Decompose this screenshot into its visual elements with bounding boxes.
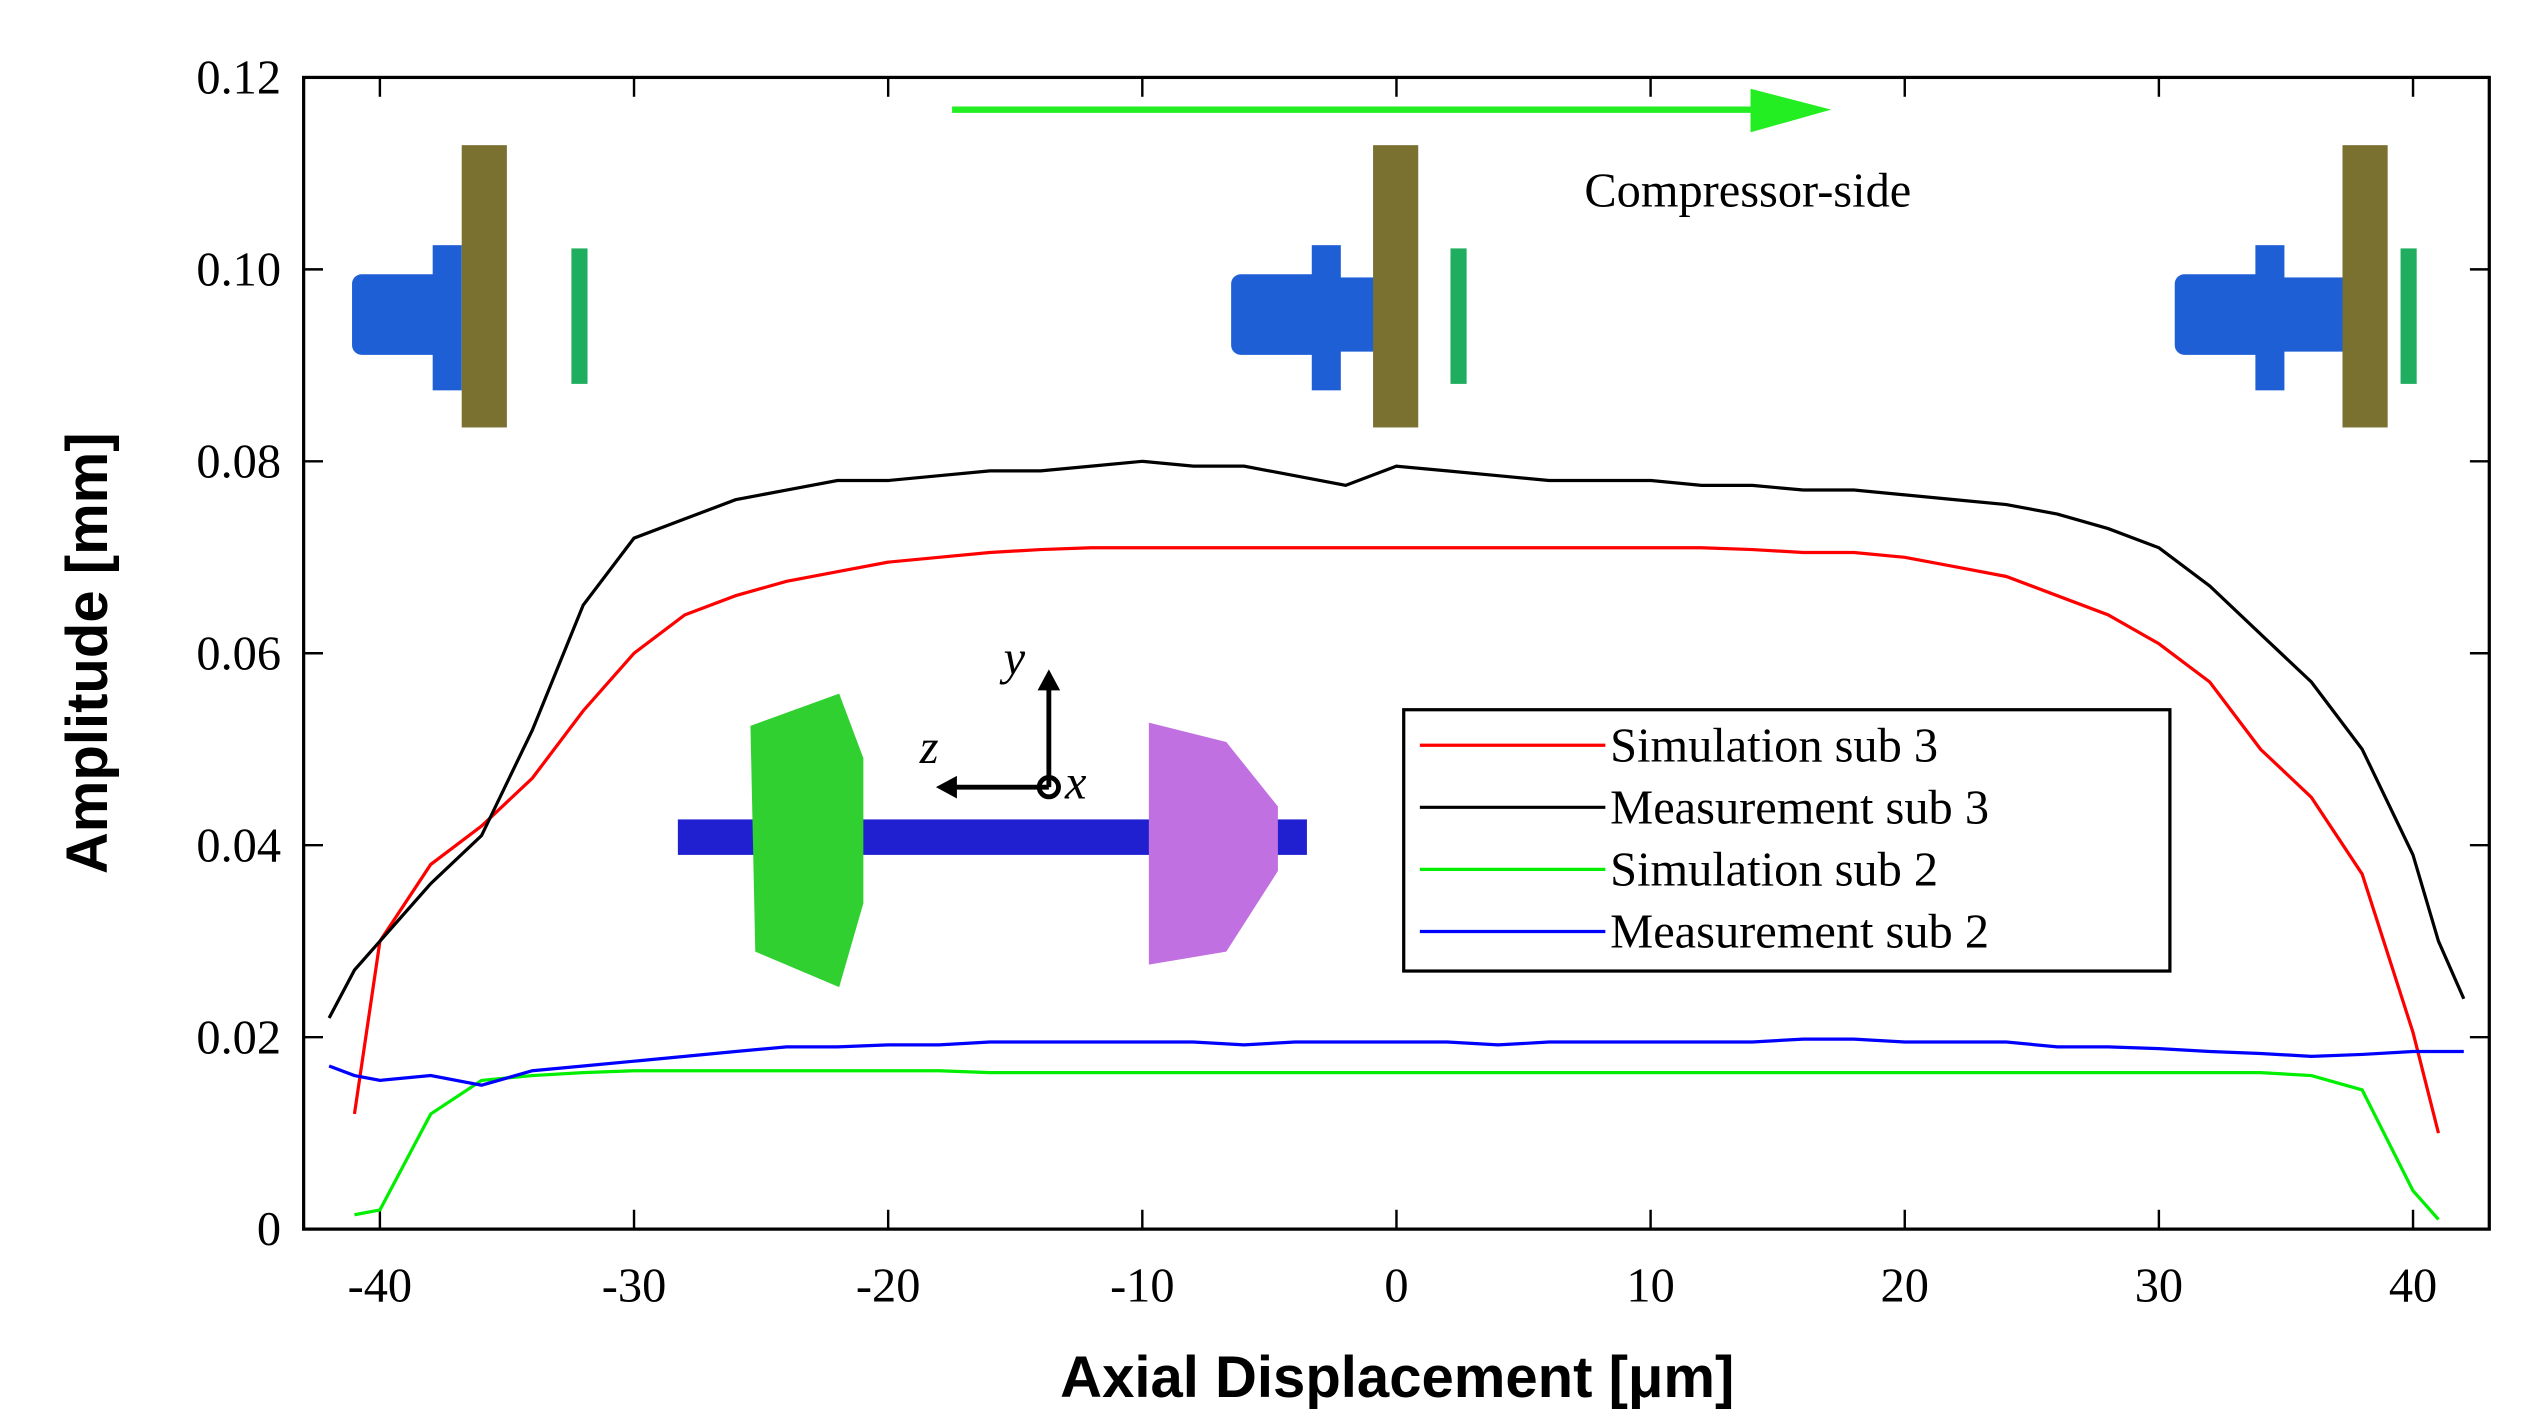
y-tick-label: 0.12 bbox=[196, 52, 281, 105]
bearing-icon bbox=[1231, 145, 1467, 427]
annotation: y bbox=[999, 632, 1026, 685]
legend-label: Measurement sub 2 bbox=[1610, 906, 1989, 959]
y-tick-label: 0.04 bbox=[196, 819, 281, 872]
y-tick-label: 0.02 bbox=[196, 1011, 281, 1064]
legend-label: Simulation sub 2 bbox=[1610, 844, 1938, 897]
y-tick-label: 0.08 bbox=[196, 435, 281, 488]
axis-triad bbox=[952, 686, 1058, 797]
legend-label: Measurement sub 3 bbox=[1610, 781, 1989, 834]
y-tick-label: 0.06 bbox=[196, 627, 281, 680]
y-tick-label: 0.10 bbox=[196, 244, 281, 297]
legend-label: Simulation sub 3 bbox=[1610, 719, 1938, 772]
annotation: x bbox=[1064, 756, 1087, 809]
x-tick-label: 30 bbox=[2135, 1260, 2183, 1313]
series-line bbox=[354, 1071, 2438, 1220]
bearing-icon bbox=[352, 145, 588, 427]
series-line bbox=[329, 1039, 2464, 1085]
x-tick-label: -40 bbox=[348, 1260, 412, 1313]
y-tick-label: 0 bbox=[257, 1203, 281, 1256]
x-axis-label: Axial Displacement [μm] bbox=[1060, 1345, 1734, 1410]
legend: Simulation sub 3 Measurement sub 3 Simulat… bbox=[1404, 710, 2170, 971]
x-tick-label: 20 bbox=[1881, 1260, 1929, 1313]
bearing-icon bbox=[2175, 145, 2417, 427]
annotation: Compressor-side bbox=[1584, 164, 1911, 217]
x-tick-label: -10 bbox=[1110, 1260, 1174, 1313]
chart: Compressor-side y z x Axial Displacement… bbox=[0, 0, 2530, 1413]
x-tick-label: 40 bbox=[2389, 1260, 2437, 1313]
x-tick-label: 0 bbox=[1384, 1260, 1408, 1313]
direction-arrowhead bbox=[1751, 89, 1832, 133]
x-tick-label: -20 bbox=[856, 1260, 920, 1313]
rotor-illustration bbox=[678, 694, 1307, 988]
y-axis-label: Amplitude [mm] bbox=[55, 432, 120, 874]
x-tick-label: 10 bbox=[1626, 1260, 1674, 1313]
x-tick-label: -30 bbox=[602, 1260, 666, 1313]
annotation: z bbox=[919, 721, 939, 774]
